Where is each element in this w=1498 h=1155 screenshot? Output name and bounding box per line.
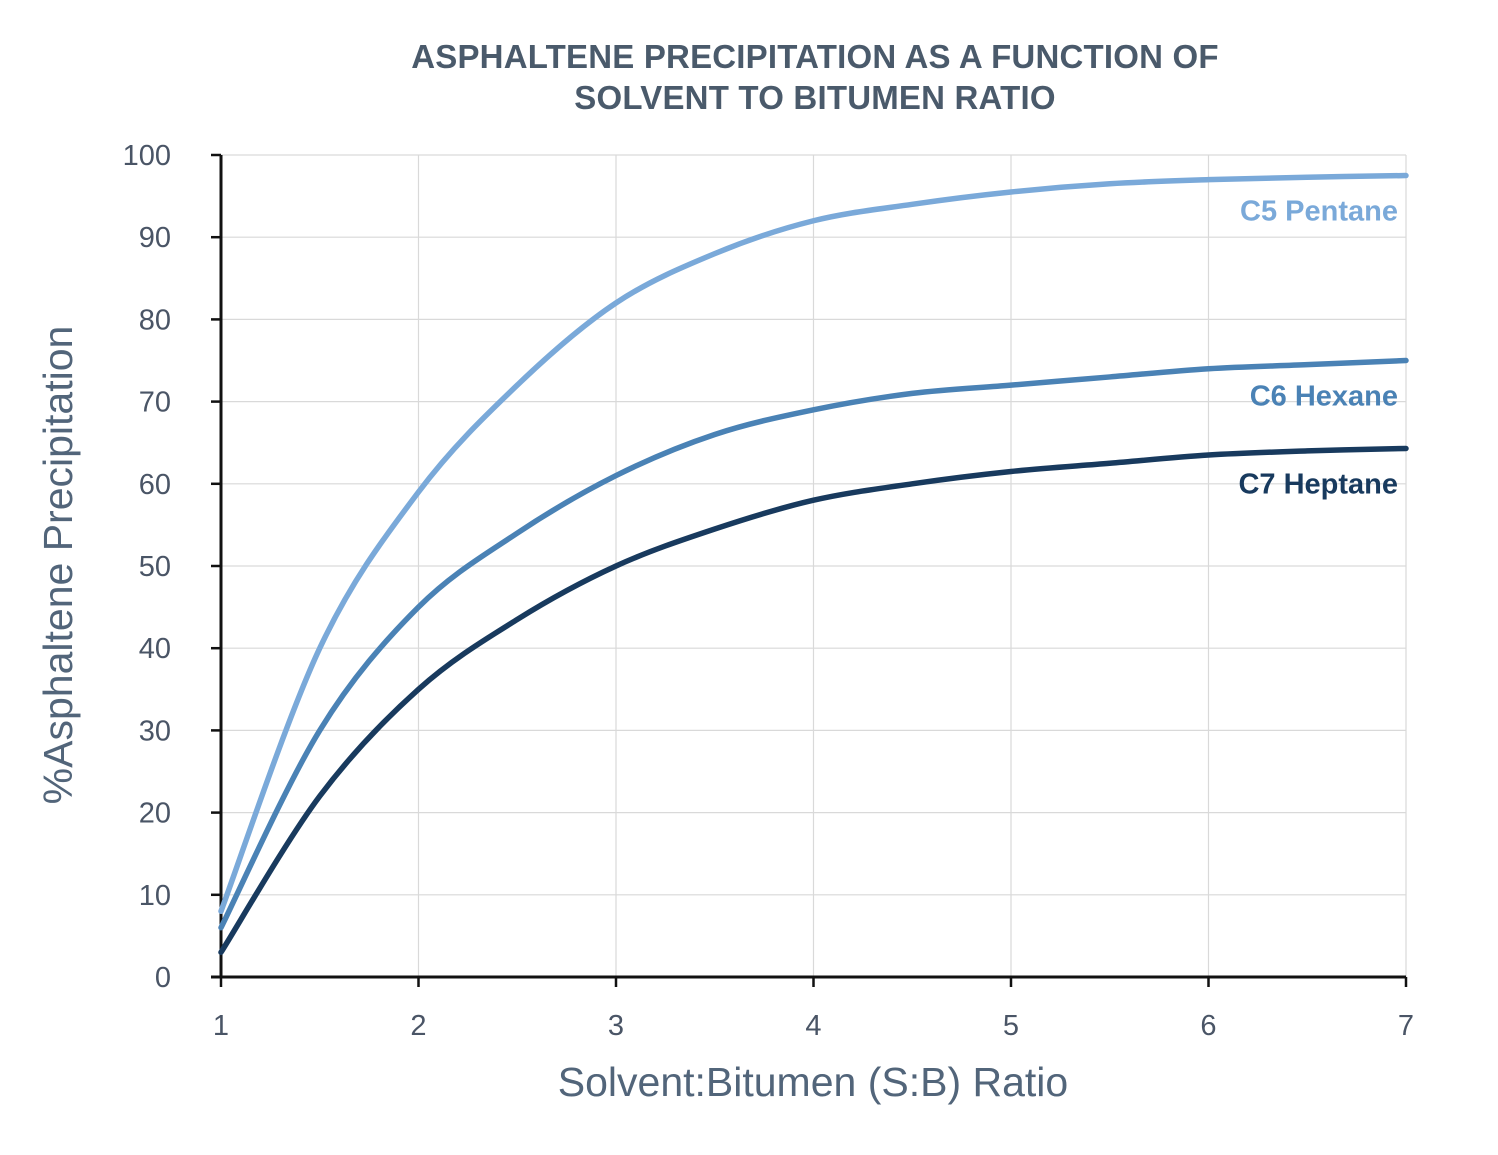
series-label-c7-heptane: C7 Heptane: [1238, 468, 1398, 500]
y-tick-label: 70: [139, 387, 171, 419]
series-line-c6-hexane: [218, 357, 1409, 931]
x-axis-label: Solvent:Bitumen (S:B) Ratio: [558, 1059, 1068, 1105]
series-label-c5-pentane: C5 Pentane: [1240, 196, 1398, 228]
x-tick-label: 6: [1200, 1010, 1216, 1042]
y-tick-label: 20: [139, 798, 171, 830]
y-tick-label: 90: [139, 222, 171, 254]
series-line-c5-pentane: [218, 172, 1409, 914]
chart-title-line-1: ASPHALTENE PRECIPITATION AS A FUNCTION O…: [411, 38, 1219, 75]
y-tick-label: 60: [139, 469, 171, 501]
x-tick-label: 7: [1398, 1010, 1414, 1042]
y-axis-label: %Asphaltene Precipitation: [35, 326, 81, 805]
chart-title-line-2: SOLVENT TO BITUMEN RATIO: [574, 79, 1056, 116]
tick-labels: 0 10 20 30 40 50 60 70 80 90 100 1 2 3 4 5 6 7: [123, 140, 1414, 1042]
y-tick-label: 0: [155, 962, 171, 994]
x-tick-label: 5: [1003, 1010, 1019, 1042]
grid-lines: [221, 154, 1407, 977]
y-tick-label: 50: [139, 551, 171, 583]
series-labels: C5 Pentane C6 Hexane C7 Heptane: [1238, 196, 1398, 501]
series-lines: [218, 172, 1409, 956]
series-label-c6-hexane: C6 Hexane: [1250, 381, 1398, 413]
y-tick-label: 80: [139, 304, 171, 336]
y-tick-label: 100: [123, 140, 171, 172]
x-tick-label: 4: [805, 1010, 821, 1042]
x-tick-label: 2: [410, 1010, 426, 1042]
y-tick-label: 30: [139, 715, 171, 747]
axes: [211, 153, 1408, 987]
x-tick-label: 3: [608, 1010, 624, 1042]
series-line-c7-heptane: [218, 445, 1409, 956]
y-tick-label: 10: [139, 880, 171, 912]
x-tick-label: 1: [213, 1010, 229, 1042]
y-tick-label: 40: [139, 633, 171, 665]
